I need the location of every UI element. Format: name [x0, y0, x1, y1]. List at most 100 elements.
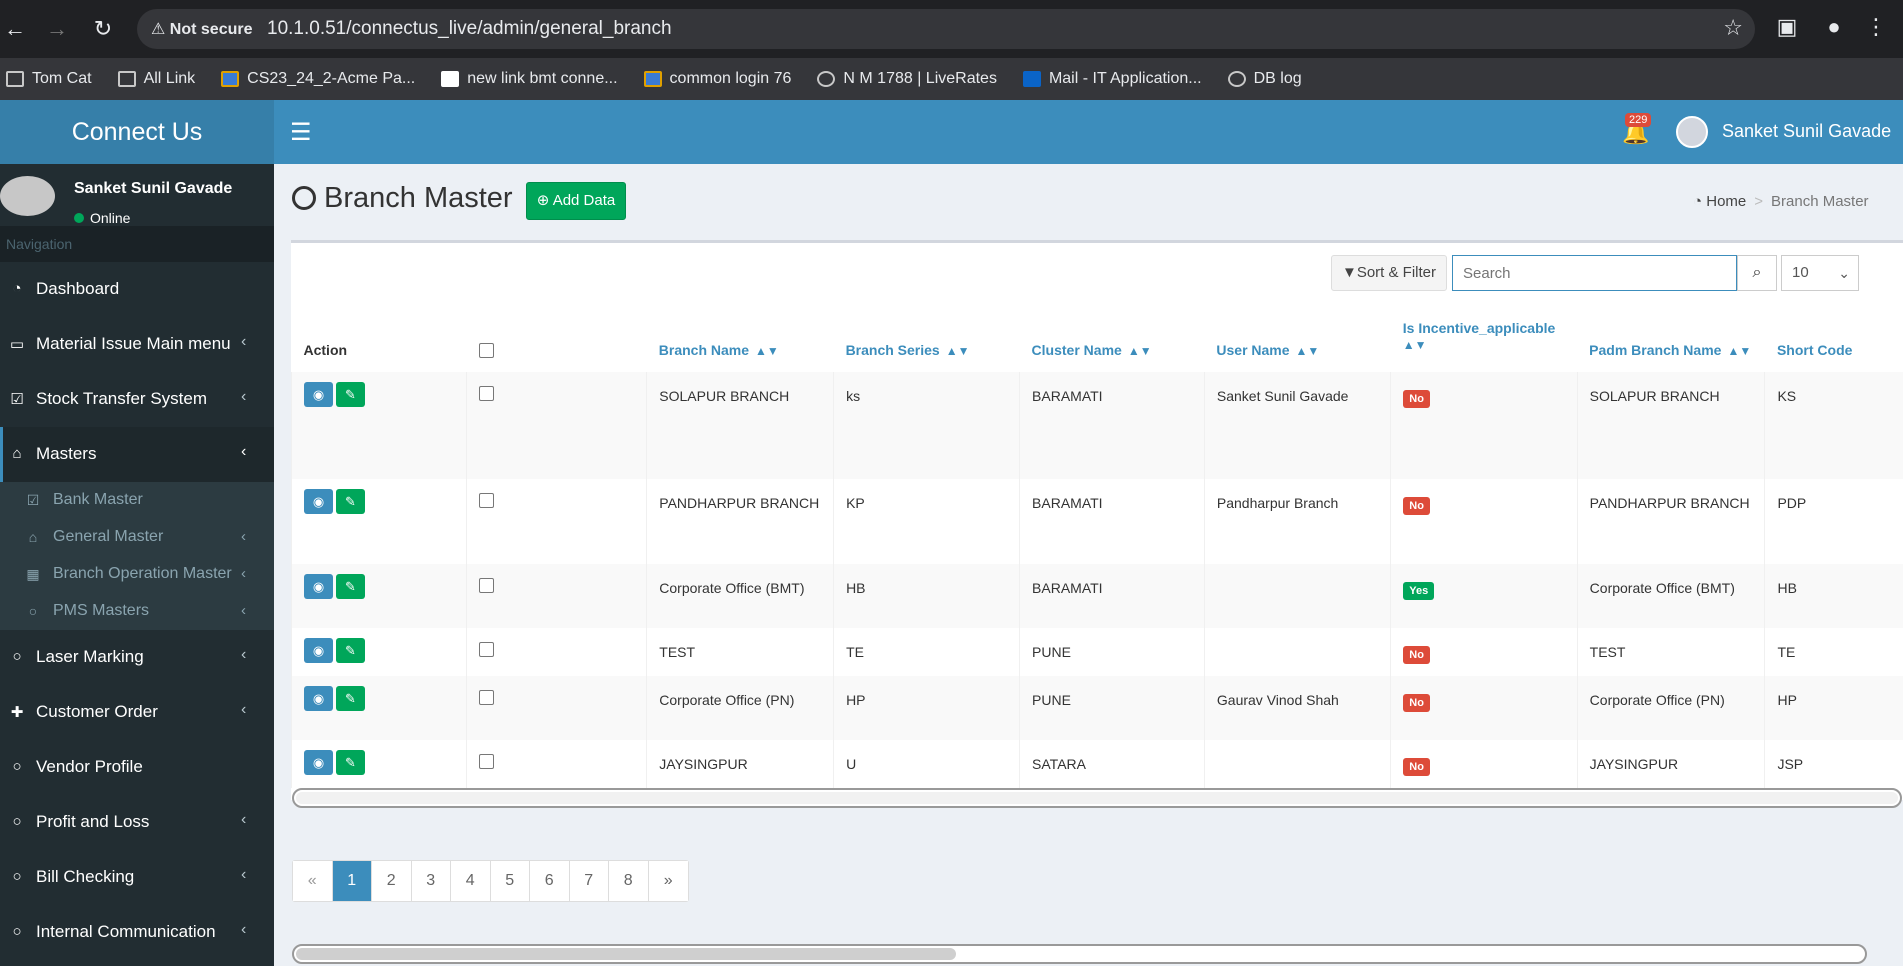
column-header-incentive[interactable]: Is Incentive_applicable ▲▼	[1402, 320, 1556, 352]
address-bar[interactable]: ⚠ Not secure 10.1.0.51/connectus_live/ad…	[137, 9, 1755, 49]
sidebar-subitem-general-master[interactable]: ⌂ General Master ‹	[0, 519, 274, 556]
pagination-page[interactable]: 1	[332, 861, 372, 901]
view-button[interactable]: ◉	[304, 574, 333, 599]
column-header-branch-name[interactable]: Branch Name ▲▼	[658, 342, 779, 358]
pagination-page[interactable]: 5	[490, 861, 530, 901]
column-header-padm-branch-name[interactable]: Padm Branch Name ▲▼	[1589, 342, 1752, 358]
bookmark-item[interactable]: CS23_24_2-Acme Pa...	[221, 70, 415, 88]
pagination-page[interactable]: 6	[530, 861, 570, 901]
eye-icon: ◉	[312, 494, 325, 509]
eye-icon: ◉	[312, 643, 325, 658]
bookmark-star-icon[interactable]: ☆	[1723, 15, 1743, 40]
hamburger-menu-icon[interactable]: ☰	[290, 119, 312, 146]
pagination-page[interactable]: 7	[569, 861, 609, 901]
sidebar-item-stock-transfer[interactable]: ☑ Stock Transfer System ‹	[0, 372, 274, 427]
bookmark-item[interactable]: common login 76	[643, 70, 791, 88]
pagination-page[interactable]: 3	[411, 861, 451, 901]
row-checkbox[interactable]	[479, 492, 495, 508]
header-user-name[interactable]: Sanket Sunil Gavade	[1722, 121, 1892, 141]
sidebar-item-customer-order[interactable]: ✚ Customer Order ‹	[0, 685, 274, 740]
sidebar-subitem-bank-master[interactable]: ☑ Bank Master	[26, 491, 143, 508]
bookmark-item[interactable]: Mail - IT Application...	[1022, 70, 1202, 88]
sidebar-item-profit-and-loss[interactable]: ○ Profit and Loss ‹	[0, 795, 274, 850]
pagination-next[interactable]: »	[648, 861, 688, 901]
chevron-left-icon: ‹	[241, 646, 247, 663]
column-header-action: Action	[303, 342, 348, 358]
check-square-icon: ☑	[10, 391, 24, 408]
app-logo[interactable]: Connect Us	[0, 100, 274, 164]
dashboard-icon: ◔	[12, 280, 22, 297]
cell-branch-name: PANDHARPUR BRANCH	[646, 479, 834, 564]
chevron-left-icon: ‹	[241, 528, 246, 545]
column-header-cluster-name[interactable]: Cluster Name ▲▼	[1031, 342, 1152, 358]
sidebar-item-material-issue[interactable]: ▭ Material Issue Main menu ‹	[9, 333, 247, 353]
pencil-icon: ✎	[345, 643, 356, 658]
sidebar-subitem-branch-operation-master[interactable]: ▦ Branch Operation Master ‹	[26, 565, 246, 582]
page-size-select[interactable]: 10 ⌄	[1781, 255, 1859, 291]
bookmark-item[interactable]: N M 1788 | LiveRates	[817, 70, 997, 88]
breadcrumb-separator: >	[1754, 193, 1764, 210]
sort-icon: ▲▼	[755, 344, 779, 358]
column-header-short-code[interactable]: Short Code	[1776, 342, 1853, 358]
side-panel-icon[interactable]: ▣	[1776, 14, 1798, 39]
view-button[interactable]: ◉	[304, 750, 333, 775]
sidebar-item-laser-marking[interactable]: ○ Laser Marking ‹	[0, 630, 274, 685]
search-input[interactable]	[1452, 255, 1737, 291]
scrollbar-thumb[interactable]	[296, 948, 956, 960]
forward-icon[interactable]: →	[46, 16, 68, 41]
avatar[interactable]	[1676, 116, 1708, 148]
sidebar-subitem-pms-masters[interactable]: ○ PMS Masters ‹	[0, 593, 274, 630]
bookmark-item[interactable]: DB log	[1227, 70, 1302, 88]
column-header-user-name[interactable]: User Name ▲▼	[1216, 342, 1320, 358]
pagination-page[interactable]: 2	[372, 861, 412, 901]
row-checkbox[interactable]	[479, 689, 495, 705]
plus-icon: ✚	[10, 704, 24, 721]
edit-button[interactable]: ✎	[336, 638, 365, 663]
pencil-icon: ✎	[345, 387, 356, 402]
select-all-checkbox[interactable]	[478, 343, 494, 358]
circle-icon: ○	[12, 868, 22, 885]
table-horizontal-scrollbar[interactable]	[292, 788, 1902, 808]
bookmark-item[interactable]: Tom Cat	[6, 70, 92, 88]
edit-button[interactable]: ✎	[336, 382, 365, 407]
sidebar-item-bill-checking[interactable]: ○ Bill Checking ‹	[0, 850, 274, 905]
page-horizontal-scrollbar[interactable]	[292, 944, 1867, 964]
edit-button[interactable]: ✎	[336, 750, 365, 775]
pagination-page[interactable]: 4	[451, 861, 491, 901]
view-button[interactable]: ◉	[304, 382, 333, 407]
sidebar-item-vendor-profile[interactable]: ○ Vendor Profile	[0, 740, 274, 795]
bookmark-item[interactable]: new link bmt conne...	[441, 70, 618, 88]
back-icon[interactable]: ←	[4, 16, 26, 41]
row-checkbox[interactable]	[479, 385, 495, 401]
status-badge: Yes	[1403, 582, 1435, 600]
edit-button[interactable]: ✎	[336, 686, 365, 711]
pagination-prev[interactable]: «	[293, 861, 333, 901]
breadcrumb-home-link[interactable]: Home	[1706, 193, 1747, 210]
sidebar-item-internal-communication[interactable]: ○ Internal Communication ‹	[0, 905, 274, 960]
view-button[interactable]: ◉	[304, 638, 333, 663]
cell-short-code: TE	[1764, 628, 1903, 676]
edit-button[interactable]: ✎	[336, 574, 365, 599]
row-checkbox[interactable]	[479, 641, 495, 657]
view-button[interactable]: ◉	[304, 686, 333, 711]
row-checkbox[interactable]	[479, 753, 495, 769]
sidebar-item-dashboard[interactable]: ◔ Dashboard	[0, 262, 274, 317]
row-checkbox[interactable]	[479, 577, 495, 593]
column-header-branch-series[interactable]: Branch Series ▲▼	[845, 342, 970, 358]
menu-kebab-icon[interactable]: ⋮	[1865, 14, 1887, 39]
search-button[interactable]: ⌕	[1737, 255, 1777, 291]
view-button[interactable]: ◉	[304, 489, 333, 514]
edit-button[interactable]: ✎	[336, 489, 365, 514]
chevron-left-icon: ‹	[241, 701, 247, 718]
pagination-page[interactable]: 8	[609, 861, 649, 901]
url-text[interactable]: 10.1.0.51/connectus_live/admin/general_b…	[267, 18, 672, 39]
profile-icon[interactable]: ●	[1827, 14, 1841, 39]
reload-icon[interactable]: ↻	[93, 16, 113, 41]
add-data-button[interactable]: ⊕ Add Data	[526, 182, 626, 220]
not-secure-badge[interactable]: ⚠ Not secure	[151, 21, 253, 38]
sidebar-item-masters[interactable]: ⌂ Masters ‹	[0, 427, 274, 482]
sort-filter-button[interactable]: ▼Sort & Filter	[1331, 255, 1447, 291]
scrollbar-thumb[interactable]	[296, 792, 1898, 804]
cell-user-name	[1203, 628, 1391, 676]
bookmark-item[interactable]: All Link	[117, 70, 195, 88]
